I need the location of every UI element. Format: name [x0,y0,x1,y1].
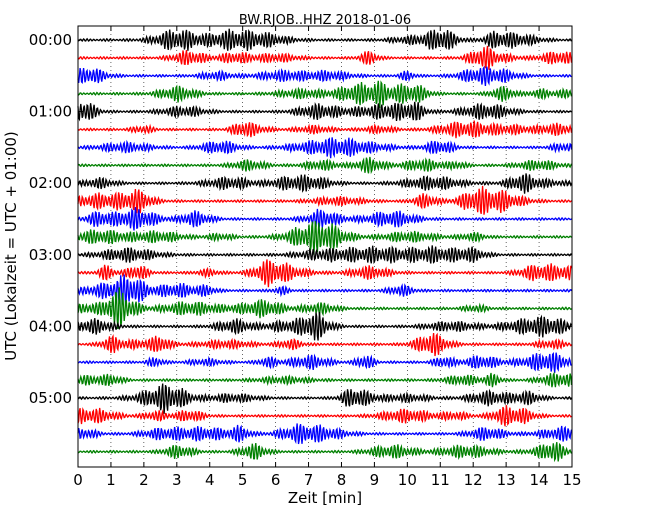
x-tick-label: 12 [464,471,483,489]
x-axis-ticks: 0 1 2 3 4 5 6 7 8 9 10 11 12 13 14 15 [73,26,582,489]
seismogram-trace [77,383,572,414]
seismogram-trace [77,101,572,122]
seismogram-trace [77,173,573,194]
seismogram-trace [77,332,573,357]
x-tick-label: 14 [530,471,549,489]
seismogram-trace [77,274,573,307]
x-tick-label: 3 [172,471,182,489]
x-tick-label: 4 [205,471,215,489]
seismogram-trace [77,287,572,330]
seismogram-trace [77,405,572,427]
x-tick-label: 6 [271,471,281,489]
x-tick-label: 13 [497,471,516,489]
seismogram-trace [77,185,572,215]
x-tick-label: 2 [139,471,149,489]
seismogram-trace [77,312,573,341]
x-tick-label: 0 [73,471,83,489]
seismogram-trace [77,245,572,265]
x-tick-label: 5 [238,471,248,489]
seismogram-trace [77,423,573,445]
x-tick-label: 9 [370,471,380,489]
seismogram-trace [77,137,573,159]
seismogram-trace [77,80,573,108]
seismogram-trace [77,65,572,86]
x-tick-label: 7 [304,471,314,489]
y-axis-title: UTC (Lokalzeit = UTC + 01:00) [2,131,20,361]
y-tick-label: 04:00 [29,317,72,335]
x-tick-label: 8 [337,471,347,489]
y-tick-label: 00:00 [29,31,72,49]
seismogram-traces [77,28,573,463]
y-tick-label: 03:00 [29,246,72,264]
x-tick-label: 11 [431,471,450,489]
x-tick-label: 15 [562,471,581,489]
seismogram-trace [77,221,573,255]
grid-lines [110,26,540,467]
x-axis-title: Zeit [min] [288,489,362,507]
chart-title: BW.RJOB..HHZ 2018-01-06 [239,13,411,28]
seismogram-trace [77,351,572,373]
y-tick-label: 02:00 [29,174,72,192]
x-tick-label: 10 [398,471,417,489]
y-axis-ticks: 00:00 01:00 02:00 03:00 04:00 05:00 [29,31,572,407]
seismogram-trace [77,442,573,463]
seismogram-trace [77,371,573,388]
plot-frame [77,25,573,468]
seismogram-trace [77,156,573,175]
y-tick-label: 01:00 [29,103,72,121]
seismogram-trace [77,45,573,70]
seismogram-trace [77,259,573,288]
y-tick-label: 05:00 [29,389,72,407]
seismogram-trace [77,120,573,139]
x-tick-label: 1 [106,471,116,489]
seismogram-trace [77,28,573,51]
seismogram-trace [77,207,572,231]
